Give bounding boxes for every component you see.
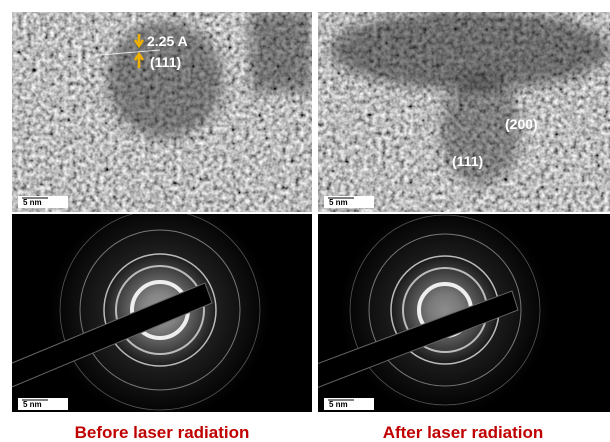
scale-bar-label: 5 nm: [23, 198, 42, 207]
annotation: (200): [505, 116, 538, 132]
scale-bar-label: 5 nm: [329, 400, 348, 409]
tem-panel-after: (200) (111) 5 nm: [318, 12, 610, 212]
scale-bar-label: 5 nm: [23, 400, 42, 409]
annotation: (111): [452, 153, 483, 169]
annotation: 2.25 A: [147, 33, 188, 49]
caption: Before laser radiation: [75, 423, 250, 442]
diffraction-panel-before: 5 nm: [12, 214, 312, 412]
annotation: (111): [150, 54, 181, 70]
caption: After laser radiation: [383, 423, 544, 442]
diffraction-panel-after: 5 nm: [318, 214, 610, 412]
scale-bar-label: 5 nm: [329, 198, 348, 207]
tem-panel-before: 2.25 A (111) 5 nm: [12, 12, 312, 212]
